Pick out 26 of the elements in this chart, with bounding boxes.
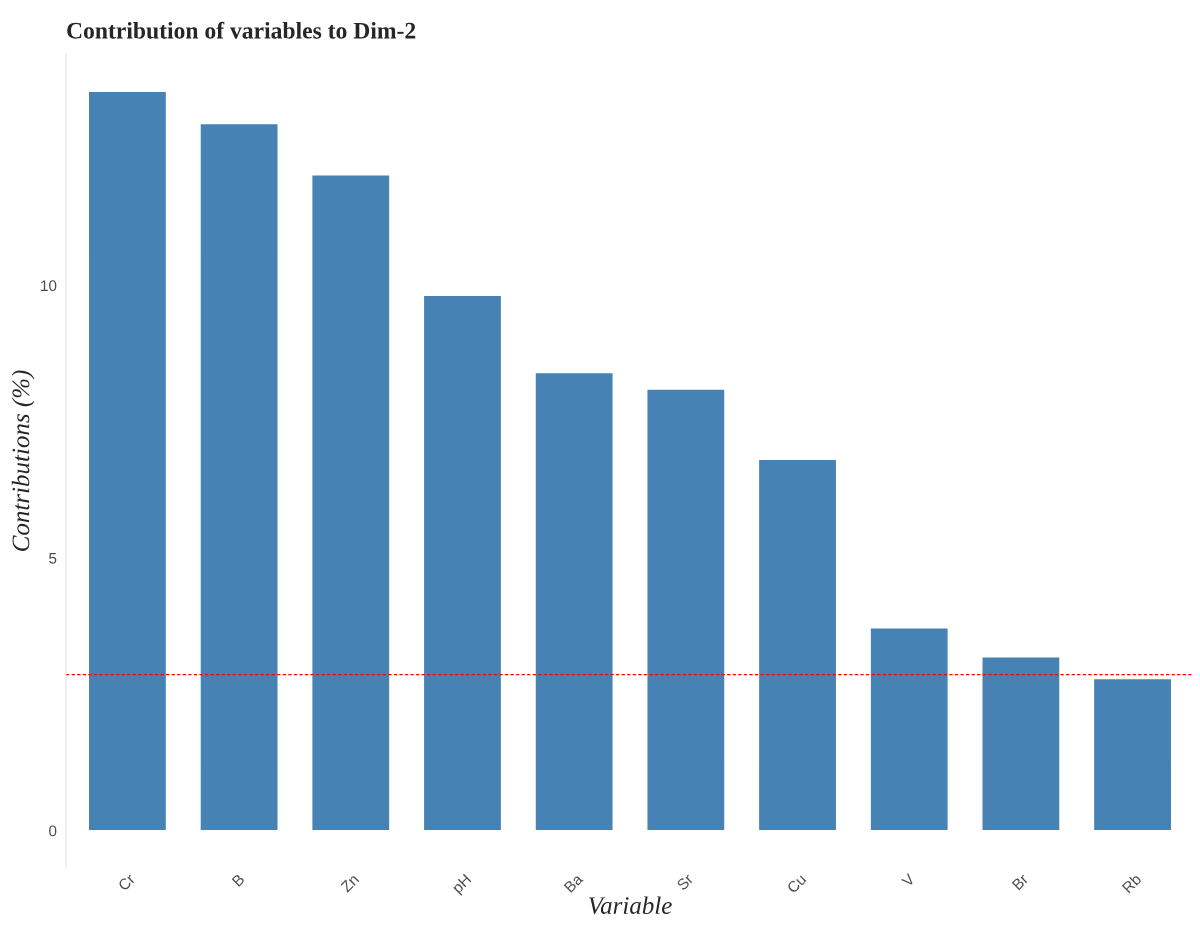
bar bbox=[757, 458, 838, 832]
bar bbox=[422, 294, 503, 832]
x-tick-label: V bbox=[901, 872, 916, 888]
x-tick-label: Cu bbox=[786, 873, 807, 894]
bar bbox=[646, 388, 726, 832]
chart-title: Contribution of variables to Dim-2 bbox=[67, 21, 416, 39]
x-tick-label: Cr bbox=[117, 873, 136, 892]
x-tick-label: Sr bbox=[676, 873, 694, 891]
y-tick-label: 10 bbox=[41, 280, 57, 292]
bar bbox=[869, 627, 949, 832]
y-tick-label: 5 bbox=[49, 553, 57, 564]
bar bbox=[534, 371, 614, 832]
x-tick-label: Br bbox=[1011, 873, 1029, 891]
x-tick-label: Ba bbox=[563, 872, 584, 893]
bar bbox=[199, 122, 279, 832]
bar bbox=[311, 174, 391, 832]
y-tick-label: 0 bbox=[49, 825, 57, 837]
x-tick-label: B bbox=[231, 873, 245, 887]
bar bbox=[981, 655, 1061, 832]
x-tick-label: pH bbox=[451, 873, 474, 896]
bar bbox=[1092, 677, 1173, 832]
bar bbox=[87, 90, 168, 832]
y-axis-title: Contributions (%) bbox=[11, 370, 35, 551]
x-axis-title: Variable bbox=[588, 896, 672, 915]
x-tick-label: Rb bbox=[1121, 872, 1142, 894]
x-tick-label: Zn bbox=[340, 873, 360, 893]
